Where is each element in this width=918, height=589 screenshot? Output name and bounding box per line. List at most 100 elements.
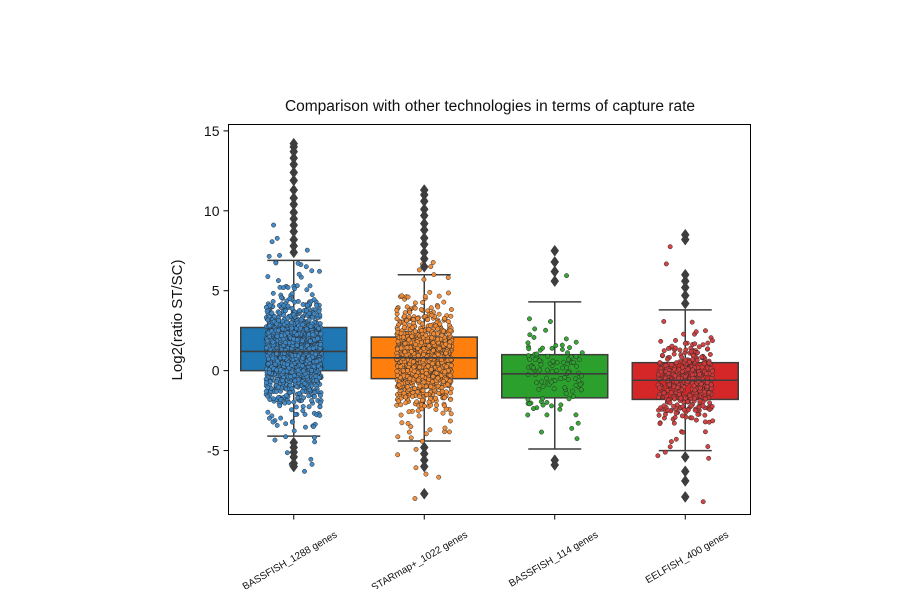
data-point	[289, 407, 294, 413]
data-point	[317, 321, 323, 327]
data-point	[401, 313, 407, 319]
data-point	[448, 363, 454, 368]
data-point	[406, 337, 412, 343]
data-point	[425, 363, 431, 369]
data-point	[413, 342, 419, 347]
data-point	[540, 402, 546, 408]
data-point	[663, 261, 669, 267]
outlier-marker	[680, 297, 690, 310]
data-point	[401, 324, 407, 330]
data-point	[441, 395, 447, 401]
data-point	[565, 350, 571, 356]
data-point	[697, 371, 702, 377]
data-point	[413, 373, 419, 379]
data-point	[697, 385, 703, 391]
data-point	[311, 297, 317, 303]
outlier-marker	[419, 224, 429, 236]
data-point	[277, 252, 283, 258]
data-point	[289, 291, 295, 297]
data-point	[310, 424, 316, 430]
data-point	[679, 369, 685, 374]
data-point	[407, 309, 413, 315]
data-point	[683, 347, 689, 353]
data-point	[549, 345, 555, 351]
data-point	[562, 375, 568, 380]
data-point	[558, 402, 564, 408]
data-point	[416, 413, 422, 419]
data-point	[553, 368, 559, 374]
data-point	[526, 346, 532, 352]
data-point	[281, 355, 287, 361]
outlier-marker	[289, 240, 299, 252]
data-point	[309, 368, 315, 374]
data-point	[285, 303, 291, 309]
data-point	[263, 380, 269, 386]
data-point	[286, 400, 292, 405]
data-point	[660, 352, 665, 358]
data-point	[301, 395, 307, 401]
data-point	[317, 404, 323, 410]
data-point	[398, 330, 404, 336]
data-point	[707, 352, 713, 357]
data-point	[426, 343, 432, 349]
strip-points	[655, 244, 716, 505]
outlier-marker	[419, 487, 429, 500]
data-point	[318, 331, 324, 337]
data-point	[538, 362, 544, 368]
data-point	[283, 434, 289, 440]
data-point	[264, 345, 269, 351]
data-point	[301, 368, 306, 374]
data-point	[434, 331, 440, 337]
data-point	[299, 338, 305, 344]
data-point	[404, 318, 410, 324]
data-point	[710, 418, 716, 424]
outlier-marker	[289, 219, 299, 232]
data-point	[543, 327, 549, 333]
data-point	[693, 417, 699, 423]
data-point	[709, 368, 715, 374]
data-point	[531, 334, 537, 340]
data-point	[702, 396, 708, 402]
strip-points	[263, 222, 324, 474]
data-point	[278, 333, 284, 338]
data-point	[701, 361, 707, 366]
data-point	[658, 405, 664, 411]
data-point	[530, 365, 536, 371]
outlier-marker	[289, 206, 299, 219]
outlier-marker	[419, 217, 429, 230]
data-point	[574, 436, 580, 442]
y-axis-label: Log2(ratio ST/SC)	[169, 260, 186, 381]
data-point	[427, 427, 433, 433]
data-point	[418, 340, 424, 346]
data-point	[436, 474, 442, 480]
y-tick-label: 15	[204, 123, 220, 139]
data-point	[291, 373, 297, 378]
data-point	[433, 370, 439, 376]
data-point	[437, 366, 443, 372]
data-point	[283, 308, 288, 314]
data-point	[692, 407, 698, 413]
data-point	[287, 390, 293, 396]
data-point	[447, 418, 453, 424]
data-point	[413, 465, 419, 471]
data-point	[282, 339, 288, 345]
data-point	[668, 390, 674, 396]
data-point	[705, 346, 711, 352]
data-point	[415, 408, 421, 414]
data-point	[703, 328, 708, 334]
data-point	[657, 385, 663, 391]
data-point	[316, 308, 322, 314]
data-point	[429, 312, 435, 318]
data-point	[417, 364, 423, 370]
data-point	[265, 338, 271, 344]
data-point	[703, 371, 709, 377]
data-point	[309, 398, 314, 404]
data-point	[291, 399, 297, 405]
data-point	[443, 350, 449, 356]
data-point	[428, 384, 434, 390]
data-point	[661, 348, 667, 354]
data-point	[279, 295, 285, 301]
data-point	[561, 359, 566, 365]
data-point	[410, 390, 416, 396]
data-point	[394, 307, 400, 313]
